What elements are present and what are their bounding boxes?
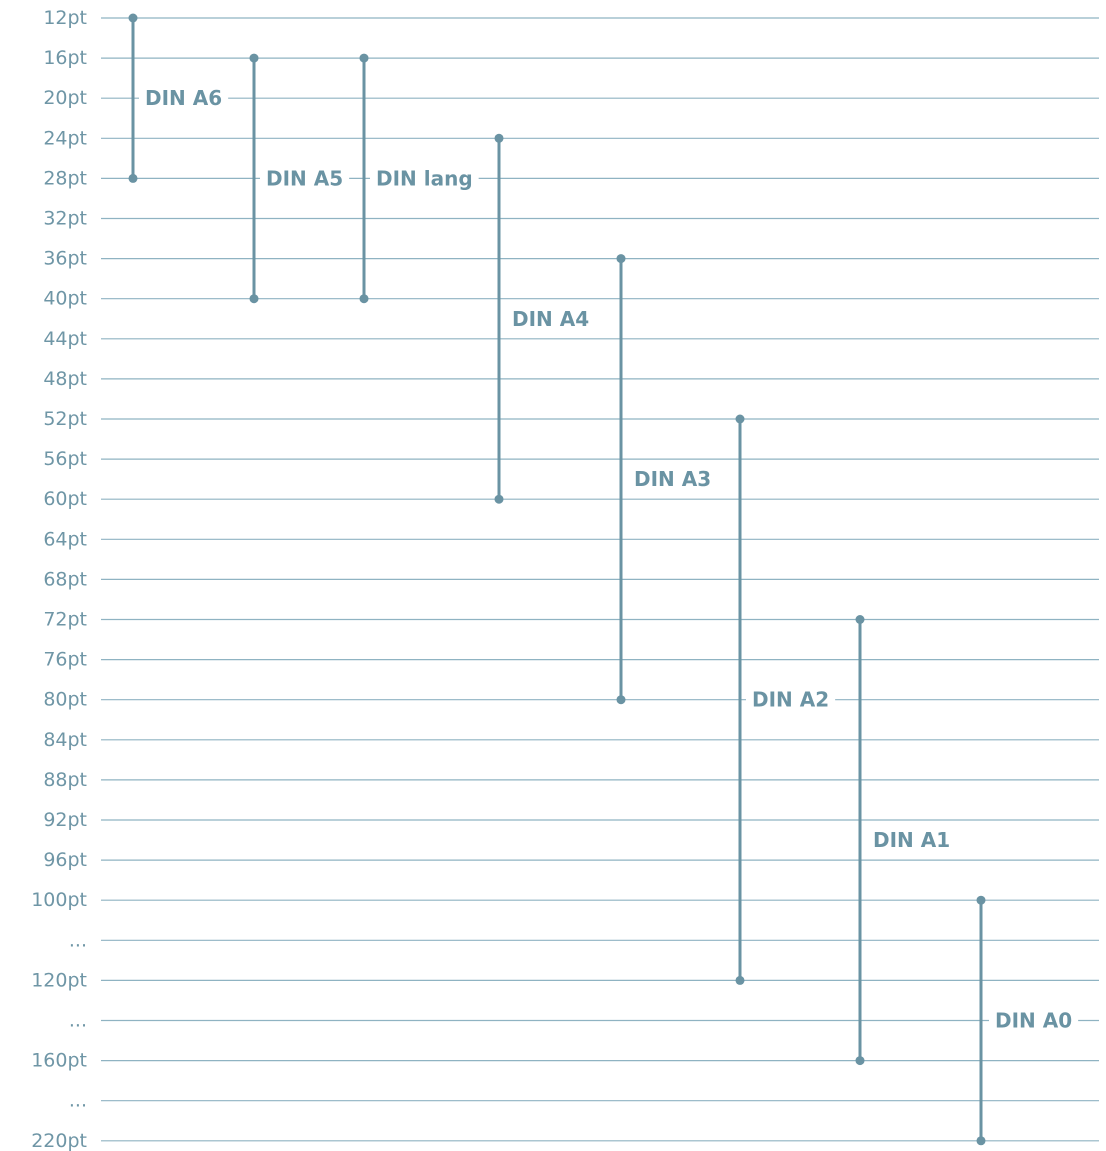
range-label-background [746,685,836,714]
range-end-dot [249,294,259,304]
y-tick-label: 48pt [43,368,87,390]
range-label: DIN A5 [266,166,343,190]
range-start-dot [976,895,986,905]
range-end-dot [128,173,138,183]
range-end-dot [976,1136,986,1146]
range-din-a3: DIN A3 [616,254,718,705]
range-start-dot [128,13,138,23]
y-tick-label: 120pt [31,969,87,991]
range-end-dot [494,494,504,504]
range-layer: DIN A6 DIN A5 DIN lang DIN A4 DIN A3 DIN A2 DI… [128,13,1079,1146]
range-start-dot [616,254,626,264]
range-label: DIN A0 [995,1009,1072,1033]
range-label-background [260,164,350,193]
y-tick-label: 56pt [43,448,87,470]
y-tick-label: 12pt [43,7,87,29]
y-tick-label: 40pt [43,288,87,310]
y-tick-label: 88pt [43,769,87,791]
range-din-lang: DIN lang [359,53,479,304]
range-din-a6: DIN A6 [128,13,229,183]
range-start-dot [735,414,745,424]
range-label-background [139,84,229,113]
range-start-dot [855,615,865,624]
range-label: DIN A4 [512,307,589,331]
y-tick-label: 20pt [43,87,87,109]
grid-layer [101,17,1099,1142]
y-tick-label: 80pt [43,689,87,711]
range-start-dot [494,133,504,143]
y-tick-label: 68pt [43,568,87,590]
y-tick-label: 96pt [43,849,87,871]
range-label: DIN A1 [873,828,950,852]
y-tick-label: 72pt [43,609,87,631]
y-tick-label: 64pt [43,528,87,550]
y-tick-label: 100pt [31,889,87,911]
range-start-dot [359,53,369,63]
range-start-dot [249,53,259,63]
range-label: DIN A3 [634,467,711,491]
range-din-a5: DIN A5 [249,53,350,304]
range-din-a2: DIN A2 [735,414,836,985]
y-tick-label: 24pt [43,127,87,149]
range-din-a0: DIN A0 [976,895,1079,1146]
y-tick-label: 52pt [43,408,87,430]
y-tick-label: ... [69,1090,87,1112]
y-tick-label: 84pt [43,729,87,751]
y-tick-label: 60pt [43,488,87,510]
y-tick-label: 76pt [43,649,87,671]
range-end-dot [616,695,626,705]
range-label: DIN A2 [752,688,829,712]
y-tick-label: 16pt [43,47,87,69]
tick-label-layer: 12pt 16pt 20pt 24pt 28pt 32pt 36pt 40pt 44pt 48pt… [31,7,87,1151]
y-tick-label: ... [69,1010,87,1032]
range-label: DIN A6 [145,86,222,110]
y-tick-label: 160pt [31,1050,87,1072]
range-end-dot [855,1056,865,1066]
range-end-dot [359,294,369,304]
range-label-background [989,1006,1079,1035]
range-label-background [370,164,479,193]
y-tick-label: ... [69,929,87,951]
range-din-a1: DIN A1 [855,615,957,1066]
y-tick-label: 28pt [43,167,87,189]
range-end-dot [735,975,745,985]
y-tick-label: 44pt [43,328,87,350]
y-tick-label: 220pt [31,1130,87,1151]
range-din-a4: DIN A4 [494,133,596,504]
y-tick-label: 36pt [43,248,87,270]
y-tick-label: 92pt [43,809,87,831]
range-label-background [867,826,957,855]
range-label-background [628,465,718,494]
y-tick-label: 32pt [43,208,87,230]
range-label-background [506,304,596,333]
range-label: DIN lang [376,166,473,190]
